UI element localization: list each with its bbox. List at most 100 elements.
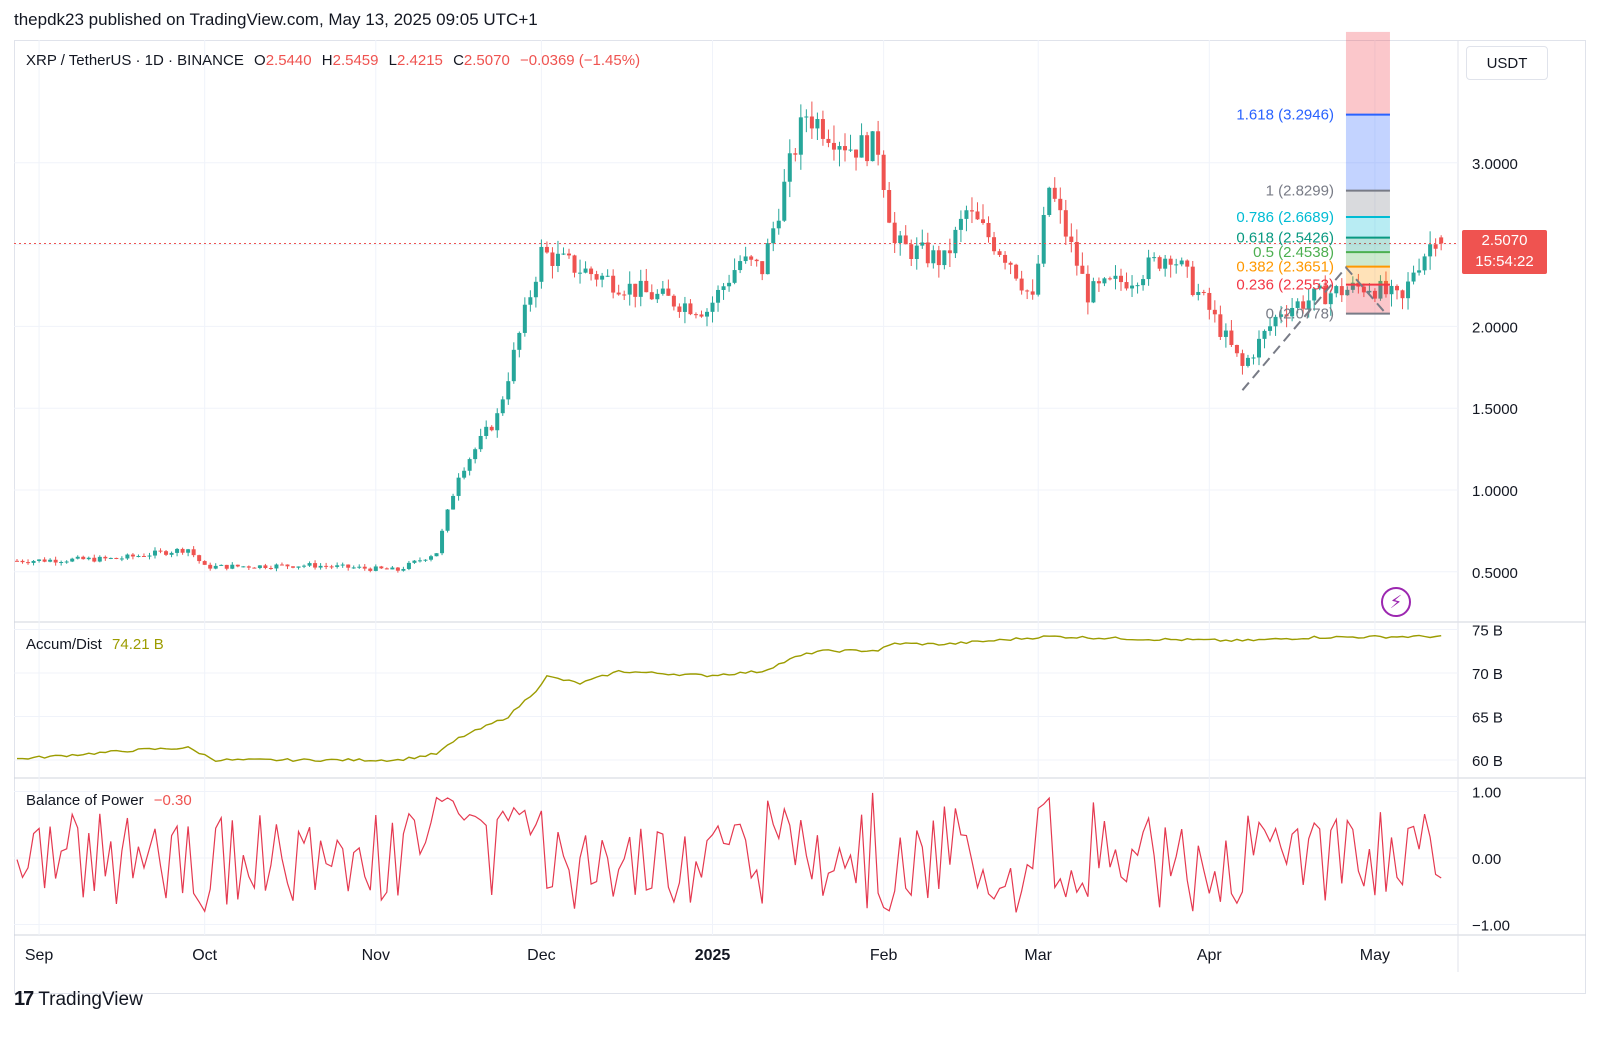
candle-body	[760, 261, 765, 275]
candle-body	[130, 554, 135, 557]
candle-body	[506, 381, 511, 400]
bop-legend: Balance of Power −0.30	[26, 792, 192, 809]
candle-body	[1190, 266, 1195, 296]
candle-body	[500, 399, 505, 414]
candle-body	[219, 564, 224, 566]
candle-body	[1234, 344, 1239, 354]
price-tick-label: 0.5000	[1472, 565, 1518, 582]
price-tick-label: 1.5000	[1472, 401, 1518, 418]
bop-tick-label: −1.00	[1472, 918, 1510, 935]
candle-body	[1417, 270, 1422, 273]
candle-body	[1135, 285, 1140, 287]
candle-body	[693, 314, 698, 316]
candle-body	[865, 135, 870, 162]
x-tick-label: Mar	[1024, 947, 1052, 964]
candle-body	[892, 222, 897, 244]
candle-body	[489, 426, 494, 431]
low-label: L	[388, 52, 398, 69]
candle-body	[362, 566, 367, 569]
candle-body	[274, 564, 279, 569]
candle-body	[1212, 309, 1217, 315]
candle-body	[417, 560, 422, 562]
candle-body	[313, 563, 318, 568]
candle-body	[1295, 301, 1300, 308]
candle-body	[992, 237, 997, 252]
fib-level-label: 0.786 (2.6689)	[1236, 209, 1334, 226]
fib-zone-top	[1345, 31, 1390, 115]
candle-body	[307, 563, 312, 566]
x-tick-label: 2025	[695, 947, 731, 964]
candle-body	[688, 303, 693, 315]
candle-body	[235, 564, 240, 567]
candle-body	[705, 311, 709, 317]
fib-level-label: 0 (2.0778)	[1266, 306, 1334, 323]
bop-tick-label: 0.00	[1472, 851, 1501, 868]
candle-body	[108, 557, 113, 559]
candle-body	[964, 210, 969, 219]
quote-currency-button[interactable]: USDT	[1466, 46, 1548, 80]
close-value: 2.5070	[463, 52, 510, 69]
candle-body	[70, 558, 75, 562]
candle-body	[605, 275, 610, 277]
candle-body	[180, 548, 185, 553]
candle-body	[1284, 314, 1289, 317]
candle-body	[114, 557, 119, 559]
candle-body	[887, 190, 892, 223]
candle-body	[64, 561, 69, 563]
candle-body	[42, 559, 47, 562]
candle-body	[279, 564, 284, 566]
x-tick-label: Oct	[192, 947, 217, 964]
candle-body	[1080, 265, 1085, 274]
candle-body	[1328, 293, 1333, 305]
candle-body	[1102, 278, 1107, 284]
candle-body	[572, 255, 577, 273]
fib-zone-blue	[1345, 114, 1390, 191]
candle-body	[467, 459, 472, 471]
candle-body	[627, 283, 632, 295]
lightning-icon[interactable]: ⚡	[1381, 587, 1411, 617]
candle-body	[1047, 187, 1052, 215]
candle-body	[947, 250, 952, 254]
candle-body	[539, 246, 544, 282]
candle-body	[1107, 278, 1112, 280]
candle-body	[848, 149, 853, 151]
candle-body	[186, 549, 191, 553]
candle-body	[638, 280, 643, 297]
candle-body	[660, 288, 665, 294]
candle-body	[86, 557, 91, 560]
candle-body	[1030, 291, 1035, 295]
candle-body	[1063, 210, 1068, 237]
candle-body	[727, 282, 732, 287]
candle-body	[771, 228, 776, 244]
candle-body	[1240, 353, 1245, 366]
candle-body	[550, 252, 555, 266]
candle-body	[401, 568, 406, 571]
candle-body	[1229, 330, 1234, 345]
candle-body	[616, 292, 621, 295]
candle-body	[1130, 285, 1135, 289]
candle-body	[406, 562, 411, 569]
tradingview-footer[interactable]: 17 TradingView	[14, 988, 143, 1011]
candle-body	[175, 548, 180, 553]
candle-body	[268, 568, 273, 570]
candle-body	[1339, 286, 1344, 296]
candle-body	[881, 154, 886, 191]
bop-label: Balance of Power	[26, 792, 144, 809]
candle-body	[208, 564, 213, 569]
candle-body	[429, 556, 433, 560]
chart-frame	[14, 40, 1586, 994]
candle-body	[1268, 326, 1273, 331]
high-label: H	[321, 52, 333, 69]
candle-body	[561, 253, 566, 255]
candle-body	[456, 477, 461, 496]
fib-zone-orange	[1345, 266, 1390, 285]
candle-body	[820, 119, 825, 139]
candle-body	[721, 286, 726, 290]
candle-body	[1179, 260, 1184, 265]
candle-body	[1185, 260, 1190, 267]
candle-body	[953, 229, 958, 254]
candle-body	[125, 554, 130, 559]
candle-body	[1113, 275, 1118, 279]
candle-body	[75, 556, 80, 559]
